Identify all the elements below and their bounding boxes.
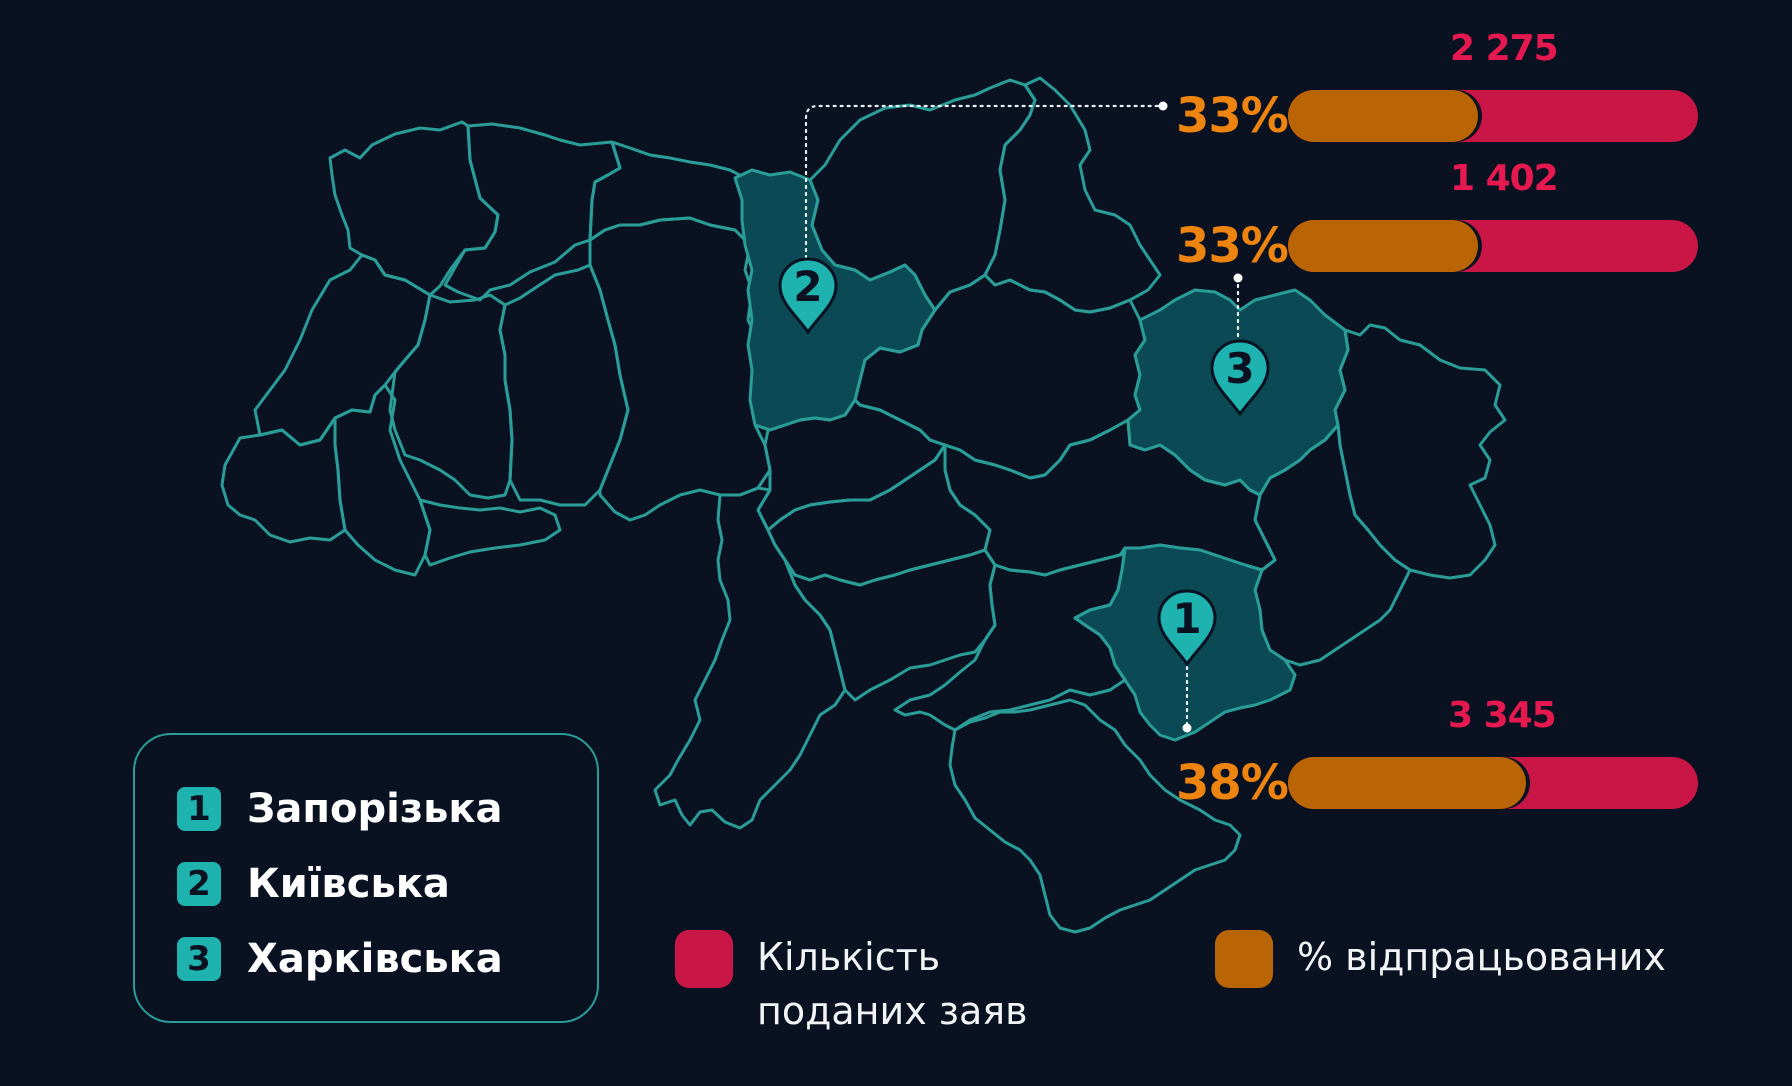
region-zakarpattia — [220, 416, 347, 544]
region-luhansk — [1333, 323, 1507, 580]
leader-line-kyiv — [804, 104, 1164, 260]
count-bar — [1288, 220, 1698, 272]
map-pin-icon — [1210, 339, 1270, 417]
count-bar — [1288, 90, 1698, 142]
region-chernivtsi — [418, 498, 562, 567]
map-pin-icon — [1157, 589, 1217, 667]
region-kirovohrad — [766, 443, 992, 587]
map-pin-icon — [778, 257, 838, 335]
pin-number: 3 — [1225, 344, 1255, 393]
percent-label: 33% — [1176, 218, 1289, 274]
processed-bar — [1288, 757, 1526, 809]
legend-label: Запорізька — [247, 786, 503, 832]
region-legend: 1 Запорізька 2 Київська 3 Харківська — [133, 733, 599, 1023]
region-rivne — [443, 122, 622, 302]
leader-dot-zaporizhzhia — [1182, 723, 1192, 733]
count-label: 3 345 — [1448, 695, 1557, 736]
region-vinnytsia — [588, 216, 772, 522]
region-sumy — [983, 76, 1162, 314]
leader-dot-kyiv — [1158, 101, 1168, 111]
legend-item-kyiv: 2 Київська — [177, 860, 450, 908]
region-zhytomyr — [588, 140, 752, 247]
region-mykolaiv — [783, 548, 997, 702]
legend-item-zaporizhzhia: 1 Запорізька — [177, 785, 503, 833]
map-pin-zaporizhzhia[interactable]: 1 — [1156, 588, 1218, 668]
region-lviv — [253, 253, 432, 447]
region-ivano-frankivsk — [333, 383, 432, 577]
region-kherson — [893, 546, 1127, 732]
bar-row-kharkiv: 33% 1 402 — [1170, 158, 1710, 288]
processed-bar — [1288, 90, 1478, 142]
bar-row-zaporizhzhia: 38% 3 345 — [1170, 695, 1710, 825]
processed-bar — [1288, 220, 1478, 272]
legend-number-badge: 3 — [177, 937, 221, 981]
region-odesa — [653, 486, 847, 830]
processed-swatch — [1215, 930, 1273, 988]
percent-label: 38% — [1176, 755, 1289, 811]
key-count-line1: Кількість — [757, 935, 941, 979]
region-volyn — [328, 120, 500, 297]
key-processed-label: % відпрацьованих — [1297, 935, 1666, 979]
legend-number-badge: 2 — [177, 862, 221, 906]
pin-number: 2 — [793, 262, 823, 311]
percent-label: 33% — [1176, 88, 1289, 144]
count-label: 1 402 — [1450, 158, 1559, 199]
map-pin-kharkiv[interactable]: 3 — [1209, 338, 1271, 418]
legend-label: Харківська — [247, 936, 503, 982]
legend-label: Київська — [247, 861, 450, 907]
count-bar — [1288, 757, 1698, 809]
region-crimea — [948, 698, 1242, 934]
region-ternopil — [388, 293, 514, 500]
legend-number-badge: 1 — [177, 787, 221, 831]
map-pin-kyiv[interactable]: 2 — [777, 256, 839, 336]
key-processed: % відпрацьованих — [1215, 930, 1666, 988]
legend-item-kharkiv: 3 Харківська — [177, 935, 503, 983]
key-count-label: Кількість поданих заяв — [757, 930, 1028, 1038]
key-count: Кількість поданих заяв — [675, 930, 1028, 1038]
count-label: 2 275 — [1450, 28, 1559, 69]
key-count-line2: поданих заяв — [757, 989, 1028, 1033]
leader-dot-kharkiv — [1233, 273, 1243, 283]
count-swatch — [675, 930, 733, 988]
pin-number: 1 — [1172, 594, 1202, 643]
bar-row-kyiv: 33% 2 275 — [1170, 28, 1710, 158]
